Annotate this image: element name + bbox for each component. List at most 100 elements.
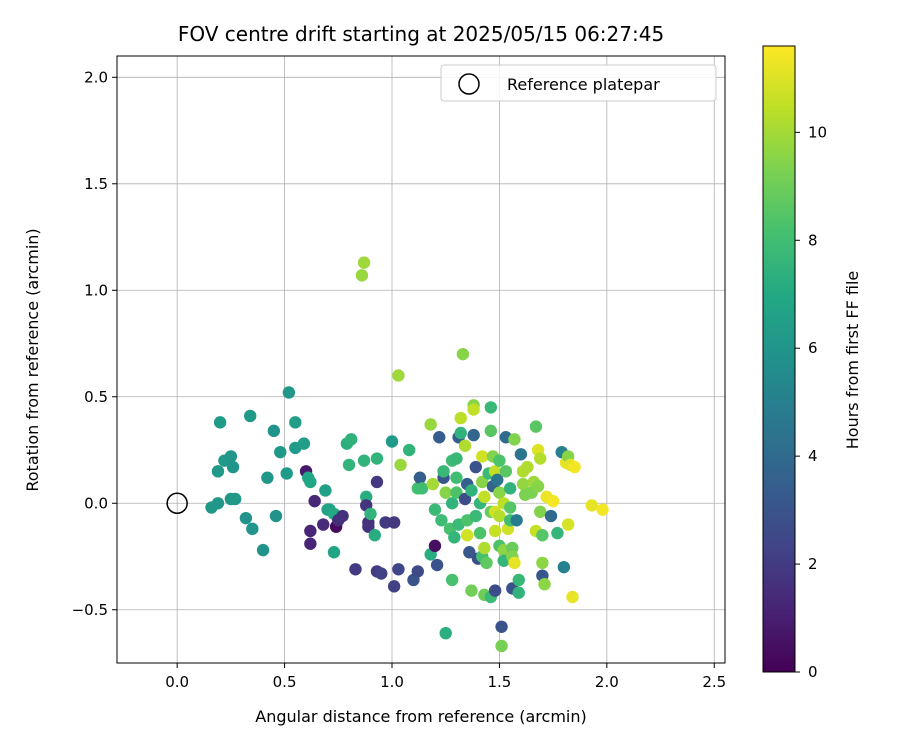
data-point [364, 507, 377, 521]
data-point [510, 514, 523, 527]
data-point [342, 458, 356, 472]
x-tick-label: 0.5 [273, 673, 297, 691]
data-point [493, 486, 506, 499]
y-axis: −0.5 0.0 0.5 1.0 1.5 2.0 [72, 68, 117, 619]
data-point [304, 475, 317, 489]
data-point [439, 486, 452, 499]
colorbar-tick-label: 0 [808, 663, 818, 681]
x-tick-label: 1.0 [380, 673, 404, 691]
data-point [488, 584, 502, 597]
data-point [392, 369, 405, 382]
data-point [536, 529, 549, 542]
data-point [370, 452, 384, 465]
colorbar-gradient [762, 45, 796, 673]
legend-box [440, 64, 717, 102]
data-point [536, 556, 549, 570]
data-point [469, 460, 482, 474]
data-point [454, 426, 467, 440]
data-point [566, 590, 579, 604]
colorbar-tick-label: 6 [808, 339, 818, 357]
colorbar-ticks: 0 2 4 6 8 10 [795, 123, 827, 681]
data-point [433, 431, 446, 444]
y-tick-label: −0.5 [72, 601, 108, 619]
colorbar-tick-label: 8 [808, 231, 818, 249]
data-point [465, 484, 478, 497]
data-point [465, 584, 478, 597]
data-point [297, 437, 311, 450]
data-point [355, 269, 369, 282]
legend-marker-icon [458, 73, 480, 95]
data-point [512, 573, 525, 587]
data-point [529, 420, 543, 433]
data-point [439, 626, 452, 640]
data-point [506, 541, 519, 555]
data-point [531, 480, 545, 493]
data-point [387, 580, 401, 593]
data-point [415, 482, 429, 495]
data-point [317, 518, 330, 531]
data-point [503, 501, 517, 514]
data-point [551, 526, 564, 540]
data-point [478, 490, 491, 504]
data-point [379, 516, 392, 529]
data-point [503, 482, 517, 495]
data-point [467, 428, 480, 442]
colorbar-label: Hours from first FF file [843, 271, 862, 450]
data-point [336, 509, 349, 523]
colorbar-tick-label: 2 [808, 555, 818, 573]
data-point [561, 518, 575, 531]
y-tick-label: 0.5 [84, 388, 108, 406]
data-point [385, 435, 399, 448]
data-point [261, 471, 274, 484]
data-point [437, 465, 450, 478]
data-point [387, 516, 401, 529]
data-point [357, 454, 371, 467]
data-point [454, 411, 467, 425]
grid-lines [117, 56, 725, 663]
x-tick-label: 2.0 [595, 673, 619, 691]
data-point [246, 522, 259, 536]
data-point [360, 490, 373, 504]
data-point [491, 473, 504, 487]
data-point [368, 529, 382, 542]
data-point [557, 560, 571, 574]
data-point [596, 503, 609, 516]
data-point [213, 416, 227, 429]
data-point [448, 531, 461, 544]
data-point [370, 475, 384, 489]
legend-label: Reference platepar [507, 75, 660, 94]
data-point [226, 460, 240, 474]
data-point [495, 639, 508, 653]
data-point [327, 546, 341, 559]
data-point [357, 256, 371, 269]
data-point [362, 520, 375, 533]
data-point [435, 514, 448, 527]
data-point [239, 511, 253, 525]
data-point [228, 492, 242, 506]
data-point [493, 454, 506, 467]
data-point [585, 499, 598, 512]
data-point [450, 471, 463, 484]
data-point [344, 433, 358, 446]
data-point [456, 347, 470, 361]
data-point [499, 465, 513, 478]
data-point [516, 477, 530, 491]
x-axis: 0.0 0.5 1.0 1.5 2.0 2.5 [165, 663, 726, 691]
data-point [430, 558, 444, 572]
data-point [512, 586, 525, 599]
data-point [224, 450, 238, 463]
data-point [402, 443, 416, 457]
legend: Reference platepar [440, 64, 717, 102]
data-point [375, 567, 388, 580]
data-point [469, 509, 482, 523]
data-point [514, 448, 528, 461]
chart-title: FOV centre drift starting at 2025/05/15 … [178, 22, 664, 46]
x-tick-label: 1.5 [487, 673, 511, 691]
data-point [484, 401, 498, 414]
y-tick-label: 2.0 [84, 68, 108, 86]
data-point [458, 439, 472, 452]
data-point [450, 452, 463, 465]
data-point [424, 418, 437, 431]
x-axis-label: Angular distance from reference (arcmin) [255, 707, 586, 726]
data-point [534, 505, 547, 518]
